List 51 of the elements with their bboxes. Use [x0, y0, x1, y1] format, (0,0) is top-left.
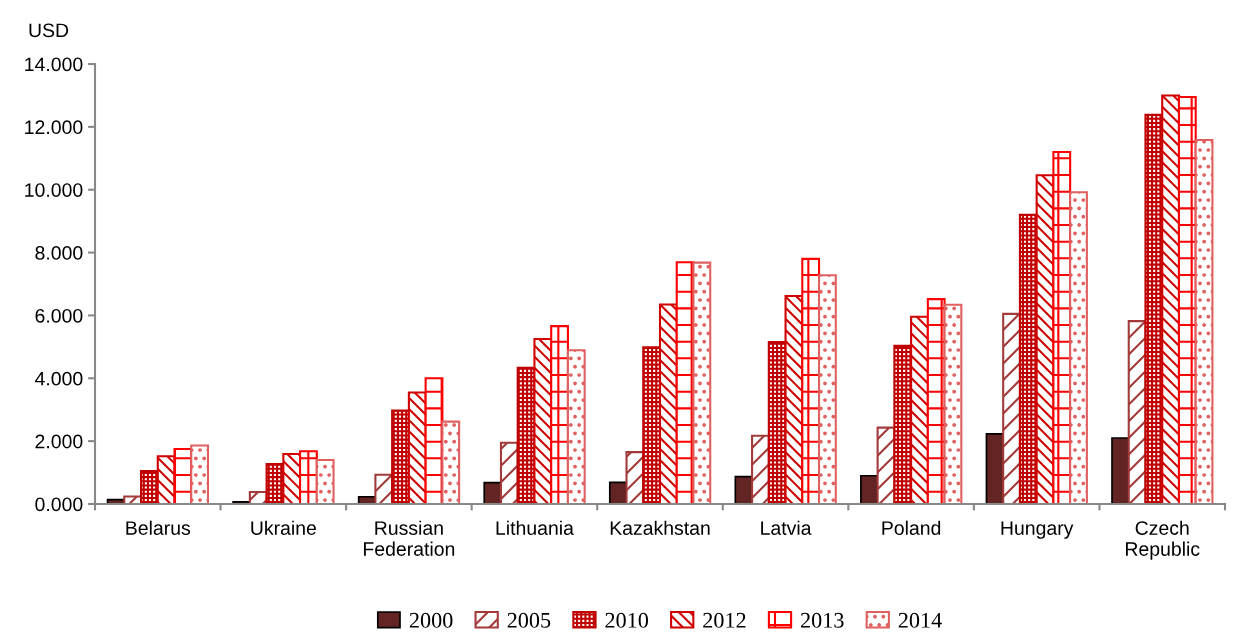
bar [190, 444, 210, 504]
y-tick-label: 12.000 [25, 120, 83, 135]
bar [818, 274, 837, 504]
bar [299, 450, 318, 504]
bar [1194, 139, 1214, 504]
bar [407, 391, 427, 504]
bar [692, 261, 712, 504]
bar [550, 325, 569, 504]
y-axis-title: USD [29, 23, 69, 38]
bar [1018, 213, 1038, 504]
bar [642, 346, 662, 504]
y-tick-label: 0.000 [35, 497, 83, 512]
bar [1177, 95, 1197, 504]
bar [926, 298, 946, 504]
bar [801, 257, 821, 504]
bar [566, 349, 586, 504]
x-tick-label: Russian Federation [364, 520, 455, 556]
legend-label: 2005 [507, 612, 551, 628]
y-tick-label: 10.000 [25, 183, 83, 197]
x-tick-label: Belarus [126, 520, 191, 535]
bar [1144, 113, 1164, 504]
bar [910, 315, 929, 504]
bar [1161, 94, 1180, 504]
bar [893, 344, 913, 504]
x-tick-label: Hungary [1001, 521, 1074, 539]
bar [1069, 191, 1088, 504]
legend-label: 2014 [898, 612, 942, 628]
legend-label: 2012 [703, 612, 746, 628]
bar [533, 337, 553, 504]
y-tick-label: 2.000 [35, 434, 83, 449]
bar [767, 341, 787, 504]
y-tick-label: 6.000 [35, 308, 83, 323]
x-tick-label: Ukraine [251, 520, 316, 535]
bar [943, 303, 963, 504]
y-tick-label: 14.000 [25, 57, 83, 72]
bar [658, 303, 678, 504]
legend-label: 2000 [409, 612, 453, 628]
y-tick-label: 8.000 [35, 246, 83, 260]
y-tick-label: 4.000 [34, 371, 83, 386]
x-tick-label: Czech Republic [1125, 520, 1200, 560]
x-tick-label: Lithuania [496, 520, 574, 535]
bar [1052, 150, 1072, 504]
x-tick-label: Poland [882, 520, 941, 535]
legend-label: 2010 [605, 612, 649, 628]
bar [1002, 312, 1021, 504]
bar [441, 420, 461, 504]
bar [1111, 437, 1130, 504]
bar [315, 458, 335, 504]
x-tick-label: Latvia [761, 520, 812, 535]
legend-label: 2013 [800, 612, 844, 628]
x-tick-label: Kazakhstan [610, 520, 710, 535]
